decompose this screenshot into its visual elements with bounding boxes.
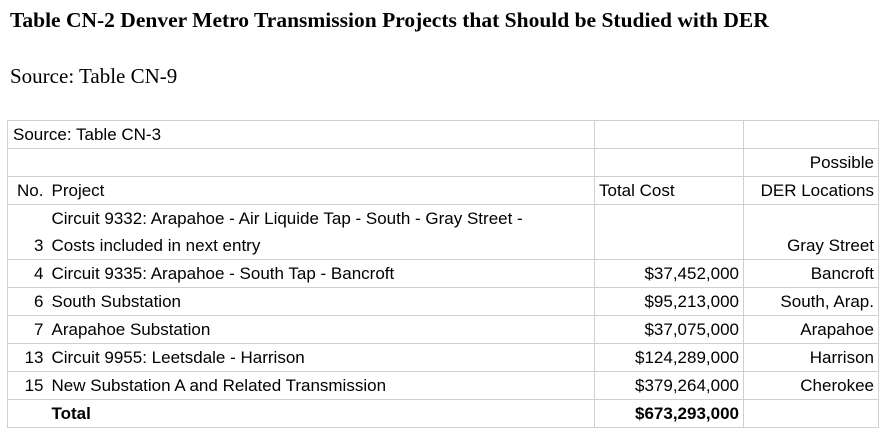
empty-cell bbox=[743, 120, 879, 149]
table-row: 3 Costs included in next entry Gray Stre… bbox=[7, 232, 879, 260]
source-note-row: Source: Table CN-3 bbox=[7, 120, 879, 149]
header-no: No. bbox=[7, 176, 48, 205]
row-no: 6 bbox=[7, 287, 48, 316]
table-title: Table CN-2 Denver Metro Transmission Pro… bbox=[10, 8, 769, 32]
source-note: Source: Table CN-3 bbox=[7, 120, 595, 149]
table-row: 15 New Substation A and Related Transmis… bbox=[7, 371, 879, 400]
row-no: 13 bbox=[7, 343, 48, 372]
table-row: Circuit 9332: Arapahoe - Air Liquide Tap… bbox=[7, 204, 879, 232]
table-row: 13 Circuit 9955: Leetsdale - Harrison $1… bbox=[7, 343, 879, 372]
row-project: Arapahoe Substation bbox=[47, 315, 595, 344]
source-line: Source: Table CN-9 bbox=[10, 64, 178, 88]
row-der: Cherokee bbox=[743, 371, 879, 400]
row-der: Bancroft bbox=[743, 259, 879, 288]
empty-cell bbox=[594, 148, 744, 177]
row-no: 15 bbox=[7, 371, 48, 400]
row-cost: $379,264,000 bbox=[594, 371, 744, 400]
row-project: Circuit 9955: Leetsdale - Harrison bbox=[47, 343, 595, 372]
table-row: 7 Arapahoe Substation $37,075,000 Arapah… bbox=[7, 315, 879, 344]
empty-cell bbox=[594, 120, 744, 149]
total-row: Total $673,293,000 bbox=[7, 399, 879, 428]
row-project: South Substation bbox=[47, 287, 595, 316]
empty-cell bbox=[47, 148, 595, 177]
header-project: Project bbox=[47, 176, 595, 205]
row-no: 4 bbox=[7, 259, 48, 288]
row-der: Arapahoe bbox=[743, 315, 879, 344]
empty-cell bbox=[743, 399, 879, 428]
row-der: Gray Street bbox=[743, 232, 879, 260]
row-der: Harrison bbox=[743, 343, 879, 372]
row-cost bbox=[594, 232, 744, 260]
empty-cell bbox=[7, 148, 48, 177]
row-project: Circuit 9335: Arapahoe - South Tap - Ban… bbox=[47, 259, 595, 288]
table-row: 6 South Substation $95,213,000 South, Ar… bbox=[7, 287, 879, 316]
row-no bbox=[7, 204, 48, 232]
row-no: 7 bbox=[7, 315, 48, 344]
header-row: No. Project Total Cost DER Locations bbox=[7, 176, 879, 205]
header-der-top: Possible bbox=[743, 148, 879, 177]
row-cost bbox=[594, 204, 744, 232]
row-cost: $37,075,000 bbox=[594, 315, 744, 344]
row-no: 3 bbox=[7, 232, 48, 260]
total-cost: $673,293,000 bbox=[594, 399, 744, 428]
empty-cell bbox=[7, 399, 48, 428]
header-der: DER Locations bbox=[743, 176, 879, 205]
row-der bbox=[743, 204, 879, 232]
total-label: Total bbox=[47, 399, 595, 428]
header-cost: Total Cost bbox=[594, 176, 744, 205]
row-cost: $124,289,000 bbox=[594, 343, 744, 372]
row-cost: $37,452,000 bbox=[594, 259, 744, 288]
row-cost: $95,213,000 bbox=[594, 287, 744, 316]
projects-table: Source: Table CN-3 Possible No. Project … bbox=[7, 120, 879, 428]
header-row-top: Possible bbox=[7, 148, 879, 177]
row-der: South, Arap. bbox=[743, 287, 879, 316]
row-project: New Substation A and Related Transmissio… bbox=[47, 371, 595, 400]
row-project-line1: Circuit 9332: Arapahoe - Air Liquide Tap… bbox=[47, 204, 595, 232]
row-project-line2: Costs included in next entry bbox=[47, 232, 595, 260]
table-row: 4 Circuit 9335: Arapahoe - South Tap - B… bbox=[7, 259, 879, 288]
